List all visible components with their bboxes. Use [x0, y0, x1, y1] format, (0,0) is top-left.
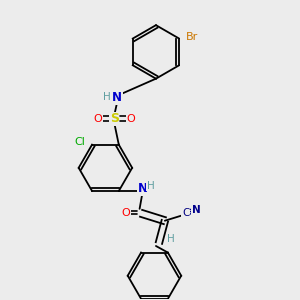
Text: H: H — [167, 234, 175, 244]
Text: S: S — [110, 112, 119, 125]
Text: N: N — [192, 205, 200, 215]
Text: N: N — [112, 92, 122, 104]
Text: O: O — [126, 114, 135, 124]
Text: H: H — [103, 92, 111, 101]
Text: H: H — [147, 181, 155, 190]
Text: O: O — [122, 208, 130, 218]
Text: O: O — [94, 114, 102, 124]
Text: Br: Br — [186, 32, 198, 42]
Text: N: N — [138, 182, 148, 195]
Text: Cl: Cl — [74, 137, 85, 147]
Text: C: C — [182, 208, 189, 218]
